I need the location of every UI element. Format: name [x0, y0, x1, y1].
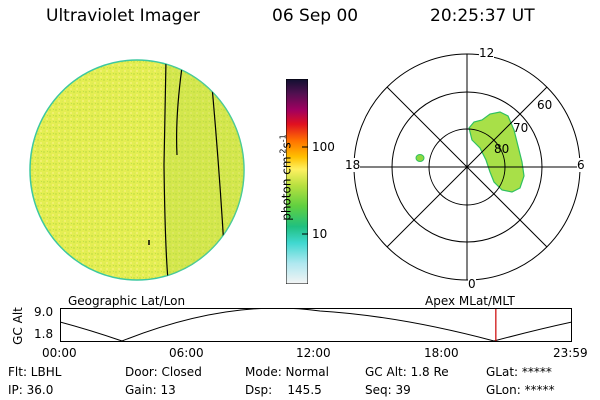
geographic-image	[29, 59, 245, 281]
globe-disk	[29, 59, 245, 281]
colorbar-tick-100: 100	[312, 140, 335, 154]
mlt-label-18: 18	[345, 158, 361, 172]
orbit-timeline	[60, 308, 572, 342]
colorbar-tick-10: 10	[312, 227, 328, 241]
geo-panel-label: Geographic Lat/Lon	[68, 294, 186, 308]
date-label: 06 Sep 00	[272, 6, 359, 26]
status-glat: GLat: *****	[486, 365, 552, 379]
geo-line-1	[176, 60, 184, 156]
mlat-label-70: 70	[513, 121, 529, 135]
status-dsp: Dsp: 145.5	[245, 383, 322, 397]
mlt-label-12: 12	[479, 46, 495, 60]
instrument-title: Ultraviolet Imager	[46, 6, 200, 26]
colorbar	[286, 79, 308, 284]
timeline-xtick-0000: 00:00	[42, 346, 77, 360]
timeline-xtick-2359: 23:59	[553, 346, 588, 360]
timeline-ytick-top: 9.0	[34, 305, 54, 319]
status-mode: Mode: Normal	[245, 365, 329, 379]
geo-line-2	[163, 60, 169, 280]
mlat-label-80: 80	[494, 142, 510, 156]
polar-panel-label: Apex MLat/MLT	[425, 294, 515, 308]
mlt-label-6: 6	[577, 158, 585, 172]
status-seq: Seq: 39	[365, 383, 411, 397]
timeline-ylabel: GC Alt	[11, 307, 25, 345]
status-flt: Flt: LBHL	[8, 365, 62, 379]
polar-plot	[353, 53, 581, 281]
colorbar-unit: photon cm-2s-1	[278, 134, 294, 221]
auroral-spot	[415, 154, 425, 162]
mlt-label-0: 0	[468, 277, 476, 291]
status-gain: Gain: 13	[125, 383, 176, 397]
mlat-label-60: 60	[537, 98, 553, 112]
timeline-xtick-0600: 06:00	[169, 346, 204, 360]
timeline-xtick-1200: 12:00	[296, 346, 331, 360]
timeline-ytick-bottom: 1.8	[34, 327, 54, 341]
time-label: 20:25:37 UT	[430, 6, 535, 26]
status-glon: GLon: *****	[486, 383, 555, 397]
status-door: Door: Closed	[125, 365, 202, 379]
orbit-altitude-curve	[60, 308, 572, 342]
status-ip: IP: 36.0	[8, 383, 54, 397]
timeline-xtick-1800: 18:00	[424, 346, 459, 360]
status-gcalt: GC Alt: 1.8 Re	[365, 365, 449, 379]
